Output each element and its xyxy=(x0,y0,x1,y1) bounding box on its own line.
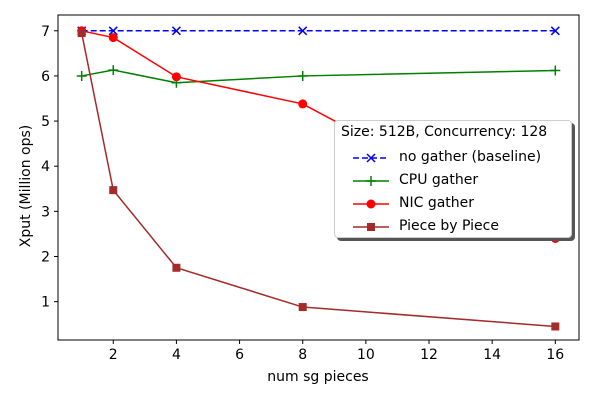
x-tick-label: 2 xyxy=(109,347,118,363)
data-point xyxy=(297,70,308,81)
legend-marker xyxy=(366,199,376,209)
data-point xyxy=(171,26,181,36)
data-point xyxy=(108,26,118,36)
legend-title: Size: 512B, Concurrency: 128 xyxy=(341,124,548,140)
legend-marker xyxy=(366,176,376,186)
x-axis-label: num sg pieces xyxy=(267,369,368,385)
legend-label: NIC gather xyxy=(399,195,475,211)
legend-marker xyxy=(366,153,376,163)
x-tick-label: 16 xyxy=(546,347,564,363)
axes-frame xyxy=(57,14,580,341)
x-tick-label: 6 xyxy=(235,347,244,363)
y-tick-label: 7 xyxy=(41,24,50,40)
x-tick-label: 4 xyxy=(172,347,181,363)
data-point xyxy=(551,322,560,331)
data-point xyxy=(108,33,118,43)
data-point xyxy=(171,72,181,82)
data-point xyxy=(550,26,560,36)
series-cpu-gather xyxy=(76,65,561,88)
data-point xyxy=(550,65,561,76)
y-tick-label: 2 xyxy=(41,249,50,265)
x-tick-label: 12 xyxy=(420,347,438,363)
legend-label: CPU gather xyxy=(399,172,479,188)
series-no-gather-baseline xyxy=(77,26,560,36)
legend-marker xyxy=(367,223,375,231)
y-tick-label: 6 xyxy=(41,69,50,85)
series-piece-by-piece xyxy=(77,29,560,331)
legend-entry: no gather (baseline) xyxy=(341,148,567,168)
data-point xyxy=(77,29,86,38)
x-tick-label: 10 xyxy=(357,347,375,363)
legend-entry: Piece by Piece xyxy=(341,217,567,237)
legend-swatch xyxy=(353,223,389,231)
data-point xyxy=(298,26,308,36)
series-line xyxy=(81,69,556,84)
legend-entry: CPU gather xyxy=(341,171,567,191)
data-point xyxy=(172,263,181,272)
x-tick-label: 14 xyxy=(483,347,501,363)
y-tick-label: 4 xyxy=(41,159,50,175)
data-point xyxy=(298,303,307,312)
y-tick-label: 1 xyxy=(41,295,50,311)
y-tick-label: 5 xyxy=(41,114,50,130)
legend-swatch xyxy=(353,153,389,163)
data-point xyxy=(108,65,119,76)
data-point xyxy=(109,186,118,195)
x-tick-label: 8 xyxy=(298,347,307,363)
y-axis-label: Xput (Million ops) xyxy=(18,125,34,248)
legend-label: no gather (baseline) xyxy=(399,149,542,165)
legend-entry: NIC gather xyxy=(341,194,567,214)
legend-swatch xyxy=(353,176,389,186)
legend: Size: 512B, Concurrency: 128 no gather (… xyxy=(334,120,572,238)
legend-swatch xyxy=(353,199,389,209)
y-tick-label: 3 xyxy=(41,204,50,220)
data-point xyxy=(298,99,308,109)
legend-label: Piece by Piece xyxy=(399,218,499,234)
data-point xyxy=(76,70,87,81)
